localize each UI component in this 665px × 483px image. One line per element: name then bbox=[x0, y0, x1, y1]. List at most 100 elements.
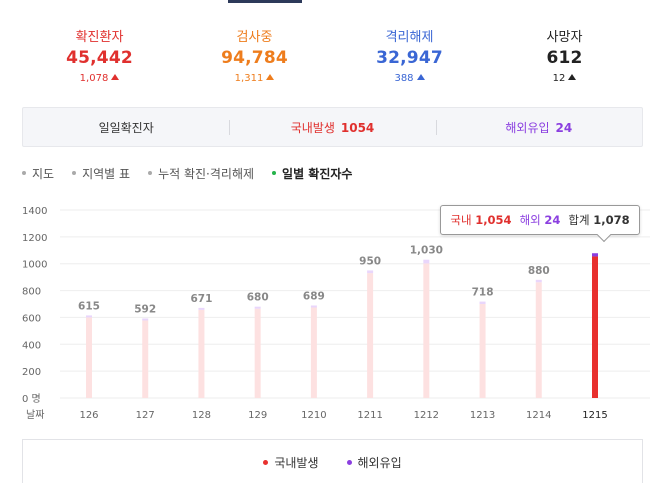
stat-change: 12 bbox=[487, 73, 642, 84]
legend-overseas[interactable]: 해외유입 bbox=[346, 454, 402, 471]
stat-label: 확진환자 bbox=[75, 30, 124, 45]
stat-change: 388 bbox=[332, 73, 487, 84]
summary-domestic-label: 국내발생 bbox=[290, 120, 335, 135]
y-tick-label: 0 명 bbox=[22, 393, 41, 405]
bar-domestic bbox=[86, 317, 92, 398]
legend-dot-icon bbox=[346, 459, 352, 465]
legend-label: 국내발생 bbox=[274, 455, 319, 470]
stat-change-value: 1,078 bbox=[79, 73, 109, 84]
x-tick-label: 1213 bbox=[470, 410, 495, 421]
tab-label: 일별 확진자수 bbox=[282, 167, 353, 181]
active-tab-indicator bbox=[228, 0, 302, 3]
tooltip-domestic-value: 1,054 bbox=[475, 213, 512, 227]
bar-domestic bbox=[367, 273, 374, 398]
y-tick-label: 1400 bbox=[22, 206, 47, 217]
stat-released: 격리해제 32,947 388 bbox=[332, 22, 487, 92]
bar-overseas bbox=[310, 305, 317, 308]
chart-tooltip: 국내 1,054 해외 24 합계 1,078 bbox=[440, 205, 640, 235]
bar-overseas bbox=[592, 253, 598, 257]
summary-overseas-value: 24 bbox=[555, 120, 573, 135]
tooltip-overseas-label: 해외 bbox=[519, 213, 541, 227]
stat-value: 94,784 bbox=[221, 48, 288, 68]
bar-total-label: 671 bbox=[190, 293, 212, 305]
stat-change: 1,078 bbox=[22, 73, 177, 84]
stat-confirmed: 확진환자 45,442 1,078 bbox=[22, 22, 177, 92]
bullet-icon bbox=[148, 171, 153, 175]
x-tick-label: 1214 bbox=[526, 410, 551, 421]
stat-change-value: 1,311 bbox=[234, 73, 264, 84]
bullet-icon bbox=[22, 171, 26, 175]
legend-domestic[interactable]: 국내발생 bbox=[263, 454, 319, 471]
bar-domestic bbox=[310, 307, 317, 398]
x-tick-label: 1212 bbox=[414, 410, 439, 421]
chart-legend: 국내발생 해외유입 bbox=[22, 439, 643, 483]
bar-total-label: 615 bbox=[78, 300, 100, 312]
stat-label: 검사중 bbox=[236, 30, 273, 45]
summary-daily-label: 일일확진자 bbox=[98, 120, 154, 135]
stat-change-value: 12 bbox=[552, 73, 566, 84]
stat-testing: 검사중 94,784 1,311 bbox=[177, 22, 332, 92]
tab-cumulative[interactable]: 누적 확진·격리해제 bbox=[148, 165, 254, 183]
bar-overseas bbox=[535, 279, 542, 283]
summary-domestic-value: 1054 bbox=[340, 120, 375, 135]
stats-panel: 확진환자 45,442 1,078 검사중 94,784 1,311 격리해제 … bbox=[22, 22, 642, 92]
y-tick-label: 400 bbox=[22, 340, 41, 351]
stat-change-value: 388 bbox=[394, 73, 414, 84]
bar-total-label: 718 bbox=[472, 287, 494, 299]
x-tick-label: 1215 bbox=[582, 410, 607, 421]
x-tick-label: 129 bbox=[248, 410, 267, 421]
bar-domestic bbox=[198, 309, 205, 398]
daily-summary-bar: 일일확진자 국내발생 1054 해외유입 24 bbox=[22, 107, 643, 147]
bar-total-label: 1,030 bbox=[410, 245, 443, 257]
bar-domestic bbox=[254, 308, 261, 398]
summary-domestic: 국내발생 1054 bbox=[229, 119, 435, 136]
bar-domestic bbox=[479, 304, 486, 398]
y-tick-label: 200 bbox=[22, 367, 41, 378]
tooltip-total: 합계 1,078 bbox=[568, 212, 629, 228]
x-tick-label: 128 bbox=[192, 410, 211, 421]
tooltip-overseas-value: 24 bbox=[544, 213, 561, 227]
bar-overseas bbox=[86, 315, 92, 318]
summary-overseas: 해외유입 24 bbox=[435, 119, 642, 136]
bar-total-label: 689 bbox=[303, 290, 325, 302]
tab-label: 누적 확진·격리해제 bbox=[158, 167, 255, 181]
bar-domestic bbox=[535, 282, 542, 398]
tooltip-total-value: 1,078 bbox=[593, 213, 630, 227]
stat-value: 32,947 bbox=[376, 48, 443, 68]
bar-domestic bbox=[592, 256, 598, 398]
up-arrow-icon bbox=[111, 74, 120, 80]
stat-change: 1,311 bbox=[177, 73, 332, 84]
x-tick-label: 1211 bbox=[357, 410, 382, 421]
bar-domestic bbox=[142, 320, 149, 398]
tooltip-total-label: 합계 bbox=[568, 213, 590, 227]
up-arrow-icon bbox=[266, 74, 275, 80]
bar-overseas bbox=[198, 307, 205, 310]
bar-domestic bbox=[423, 263, 430, 398]
up-arrow-icon bbox=[568, 74, 577, 80]
bar-overseas bbox=[479, 301, 486, 304]
up-arrow-icon bbox=[416, 74, 425, 80]
y-tick-label: 1200 bbox=[22, 233, 47, 244]
y-tick-label: 1000 bbox=[22, 260, 47, 271]
stat-value: 45,442 bbox=[66, 48, 133, 68]
bullet-icon bbox=[272, 171, 277, 175]
tab-daily-cases[interactable]: 일별 확진자수 bbox=[272, 165, 352, 183]
summary-overseas-label: 해외유입 bbox=[505, 120, 550, 135]
bar-overseas bbox=[254, 306, 261, 309]
tab-label: 지역별 표 bbox=[82, 167, 131, 181]
bar-overseas bbox=[142, 318, 149, 321]
chart-tabs: 지도 지역별 표 누적 확진·격리해제 일별 확진자수 bbox=[22, 165, 370, 183]
stat-label: 격리해제 bbox=[385, 30, 434, 45]
tooltip-domestic-label: 국내 bbox=[450, 213, 472, 227]
x-tick-label: 126 bbox=[79, 410, 98, 421]
tab-region-table[interactable]: 지역별 표 bbox=[72, 165, 130, 183]
legend-dot-icon bbox=[263, 459, 269, 465]
tooltip-overseas: 해외 24 bbox=[520, 212, 561, 228]
y-tick-label: 600 bbox=[22, 313, 41, 324]
tab-label: 지도 bbox=[32, 167, 55, 181]
tooltip-domestic: 국내 1,054 bbox=[450, 212, 511, 228]
tab-map[interactable]: 지도 bbox=[22, 165, 54, 183]
bar-overseas bbox=[367, 270, 374, 274]
stat-label: 사망자 bbox=[546, 30, 583, 45]
bar-total-label: 592 bbox=[134, 304, 156, 316]
